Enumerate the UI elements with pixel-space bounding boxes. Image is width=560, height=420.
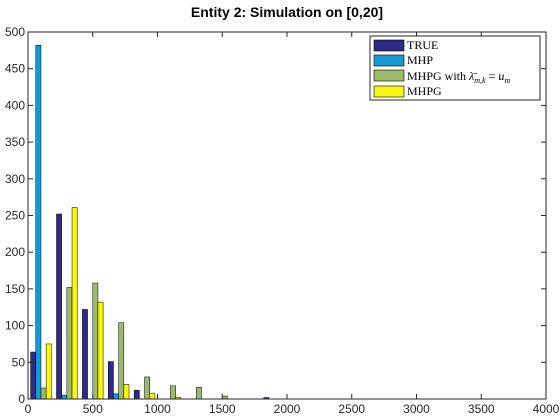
- bar-mhp-100: [35, 44, 42, 400]
- bar-true-300: [56, 213, 62, 400]
- bar-mhpg-300: [71, 207, 78, 400]
- bar-mhpg-500: [92, 282, 99, 400]
- bar-mhp-300: [61, 395, 68, 400]
- legend-swatch-mhpg-fixed: [373, 69, 405, 82]
- chart-title: Entity 2: Simulation on [0,20]: [191, 4, 383, 20]
- y-tick-label-50: 50: [12, 355, 26, 369]
- bar-mhpg-900: [149, 392, 156, 400]
- y-tick-label-100: 100: [5, 319, 25, 333]
- legend-swatch-true: [373, 39, 405, 52]
- bar-true-700: [108, 361, 114, 400]
- x-tick-label-4000: 4000: [533, 402, 560, 416]
- bar-mhpg-1300: [196, 387, 202, 400]
- legend-label-true: TRUE: [407, 38, 438, 52]
- bar-true-900: [133, 389, 140, 400]
- y-tick-label-300: 300: [5, 172, 25, 186]
- bar-mhpg-100: [40, 387, 47, 400]
- x-tick-label-3000: 3000: [403, 402, 430, 416]
- y-tick-label-0: 0: [18, 392, 25, 406]
- bar-mhpg-700: [123, 384, 130, 400]
- y-tick-label-350: 350: [5, 135, 25, 149]
- x-tick-label-1000: 1000: [144, 402, 171, 416]
- bar-true-500: [82, 309, 88, 400]
- bar-mhp-700: [113, 393, 119, 400]
- y-tick-label-450: 450: [5, 62, 25, 76]
- legend-label-mhpg: MHPG: [407, 84, 442, 98]
- x-tick-label-1500: 1500: [209, 402, 236, 416]
- bar-mhpg-300: [66, 287, 73, 400]
- bar-mhpg-100: [45, 343, 52, 400]
- legend-label-mhpg-fixed: MHPG with λ̄m,k = um: [407, 69, 510, 85]
- plot-frame: [27, 31, 547, 400]
- y-tick-label-400: 400: [5, 98, 25, 112]
- x-tick-label-2000: 2000: [274, 402, 301, 416]
- y-tick-label-500: 500: [5, 25, 25, 39]
- bar-mhpg-900: [144, 376, 150, 400]
- legend-swatch-mhpg: [373, 85, 405, 98]
- bar-mhpg-700: [118, 322, 125, 400]
- legend-label-mhp: MHP: [407, 53, 433, 67]
- bar-true-100: [30, 351, 37, 400]
- bar-mhpg-500: [97, 301, 104, 400]
- bar-mhpg-1100: [170, 385, 176, 400]
- axis-ticks: 0 500 1000 1500 2000 2500 3000 3500 4000 0 50 100 15…: [5, 25, 560, 416]
- y-tick-label-200: 200: [5, 245, 25, 259]
- legend-swatch-mhp: [373, 54, 405, 67]
- x-tick-label-500: 500: [83, 402, 103, 416]
- y-tick-label-250: 250: [5, 209, 25, 223]
- x-tick-label-3500: 3500: [468, 402, 495, 416]
- x-tick-label-0: 0: [25, 402, 32, 416]
- legend: TRUE MHP MHPG with λ̄m,k = um MHPG: [369, 35, 541, 101]
- y-tick-label-150: 150: [5, 282, 25, 296]
- x-tick-label-2500: 2500: [338, 402, 365, 416]
